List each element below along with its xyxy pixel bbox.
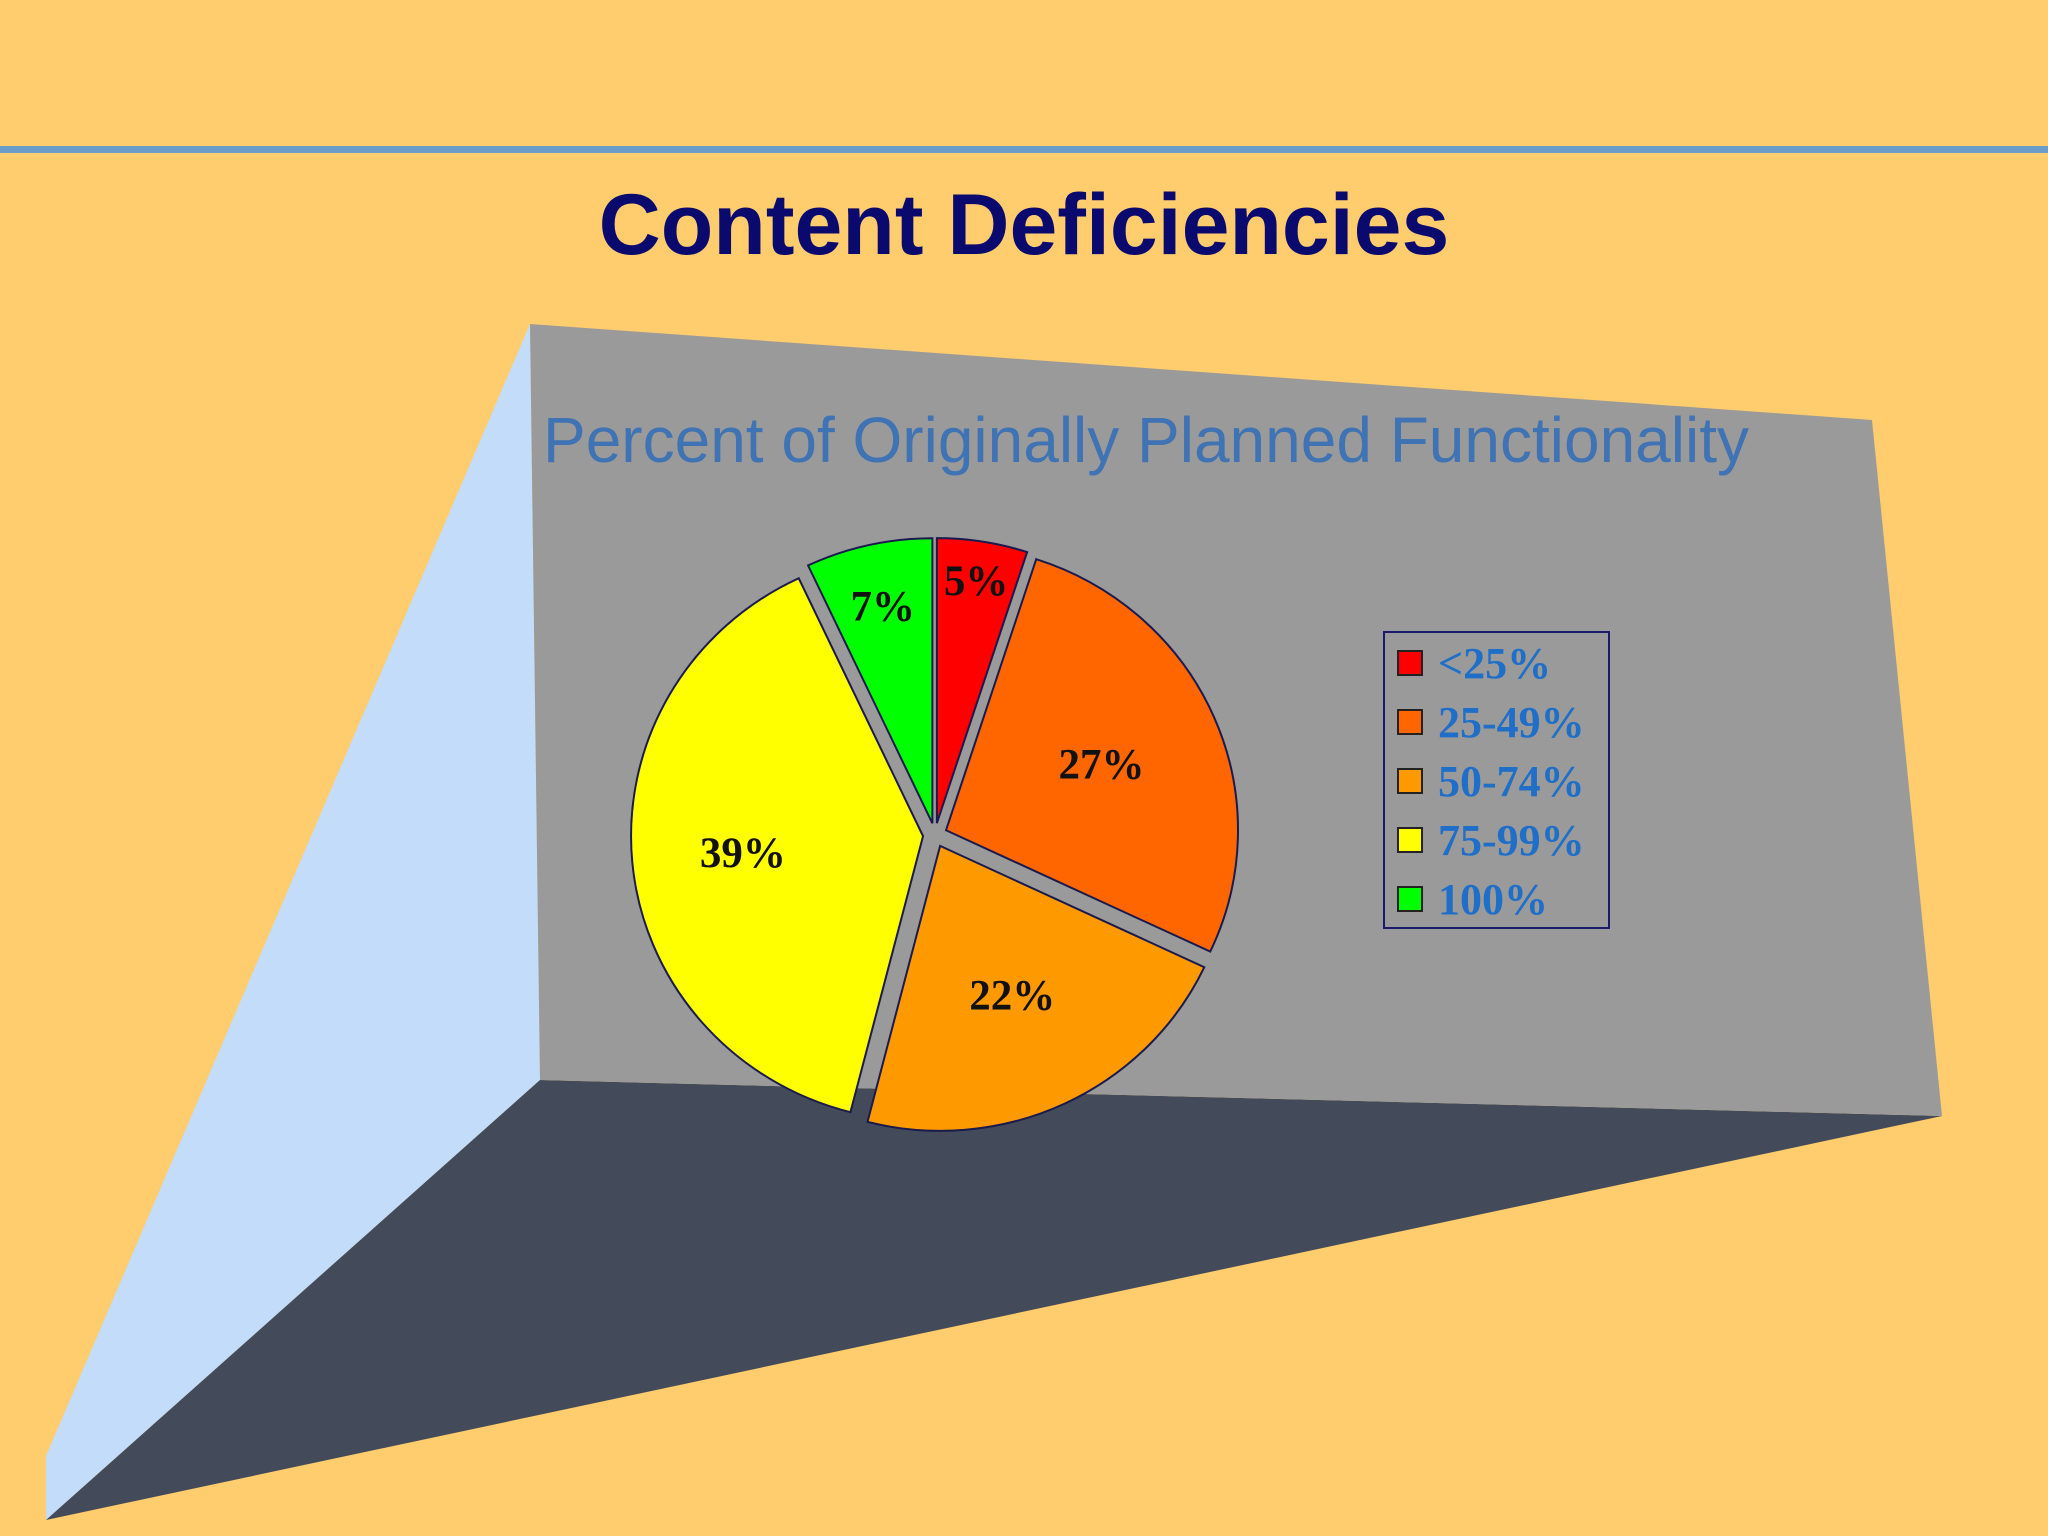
pie-slice [866, 844, 1206, 1132]
slice-data-label: 22% [969, 972, 1055, 1019]
slice-data-label: 27% [1058, 742, 1144, 789]
legend-label: 75-99% [1438, 816, 1585, 865]
legend-label: 100% [1438, 875, 1548, 924]
legend-box [1383, 631, 1610, 929]
legend-label: 50-74% [1438, 757, 1585, 806]
legend-label: 25-49% [1438, 698, 1585, 747]
legend-swatch [1397, 827, 1423, 853]
chart-side-wall [46, 324, 540, 1520]
chart-title: Percent of Originally Planned Functional… [543, 404, 1749, 476]
title-rule-line [0, 146, 2048, 153]
legend-swatch [1397, 768, 1423, 794]
pie-slices [630, 537, 1240, 1132]
legend-swatch [1397, 650, 1423, 676]
slice-data-label: 5% [944, 558, 1009, 605]
legend-swatch [1397, 886, 1423, 912]
pie-slice [935, 537, 1029, 824]
slice-data-label: 7% [850, 583, 915, 630]
pie-slice [944, 557, 1240, 953]
legend: <25% 25-49% 50-74% 75-99% 100% [1383, 631, 1610, 929]
chart-floor [46, 1080, 1942, 1520]
slide-title: Content Deficiencies [598, 177, 1450, 273]
slice-data-label: 39% [700, 830, 786, 877]
pie-slice [630, 576, 925, 1114]
legend-items: <25% 25-49% 50-74% 75-99% 100% [1397, 639, 1585, 924]
legend-label: <25% [1438, 639, 1551, 688]
pie-slice-labels: 5% 27% 22% 39% 7% [700, 558, 1145, 1019]
legend-swatch [1397, 709, 1423, 735]
pie-slice [806, 537, 934, 824]
